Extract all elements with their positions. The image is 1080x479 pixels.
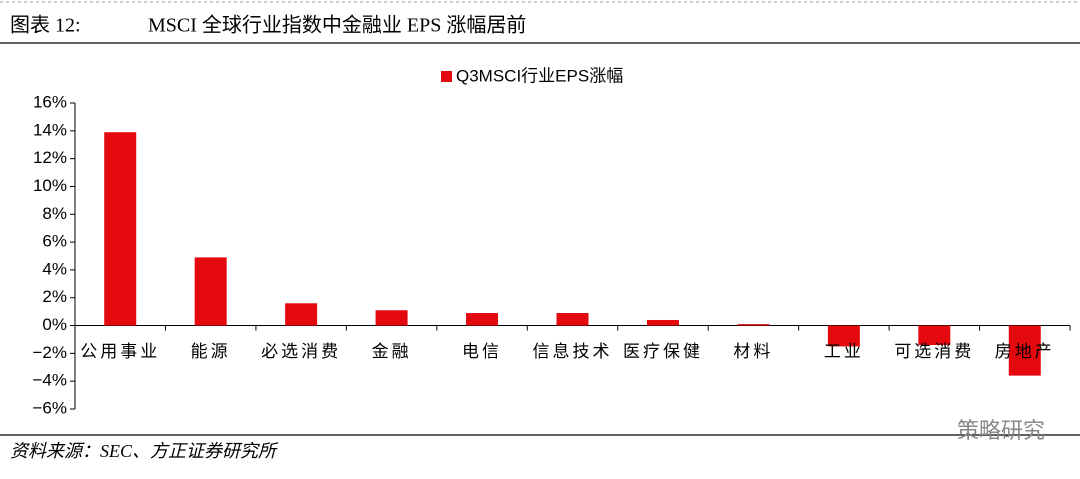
legend-label: Q3MSCI行业EPS涨幅 bbox=[456, 66, 623, 85]
y-tick-label: 2% bbox=[42, 287, 67, 306]
x-tick-label: 公用事业 bbox=[80, 342, 160, 361]
watermark: 策略研究 bbox=[957, 418, 1045, 443]
bar bbox=[827, 325, 860, 347]
y-tick-label: −4% bbox=[33, 371, 68, 390]
y-tick-label: 12% bbox=[33, 148, 67, 167]
x-tick-label: 能源 bbox=[191, 342, 231, 361]
x-tick-label: 工业 bbox=[824, 342, 864, 361]
y-tick-label: 10% bbox=[33, 176, 67, 195]
bar bbox=[104, 132, 137, 326]
bar bbox=[1008, 325, 1041, 376]
bar bbox=[466, 313, 499, 326]
y-tick-label: 8% bbox=[42, 204, 67, 223]
y-tick-label: 14% bbox=[33, 120, 67, 139]
y-tick-label: −2% bbox=[33, 343, 68, 362]
bar bbox=[918, 325, 951, 346]
x-tick-label: 电信 bbox=[462, 342, 502, 361]
bar bbox=[646, 319, 679, 326]
y-tick-label: 4% bbox=[42, 259, 67, 278]
figure-label: 图表 12: bbox=[10, 14, 81, 37]
x-tick-label: 医疗保健 bbox=[623, 342, 703, 361]
x-tick-label: 金融 bbox=[372, 342, 412, 361]
x-tick-label: 必选消费 bbox=[261, 342, 341, 361]
y-tick-label: 0% bbox=[42, 315, 67, 334]
bar bbox=[556, 313, 589, 326]
x-tick-label: 信息技术 bbox=[533, 342, 613, 361]
legend-swatch bbox=[441, 71, 452, 82]
chart-title: MSCI 全球行业指数中金融业 EPS 涨幅居前 bbox=[148, 14, 526, 37]
x-tick-label: 可选消费 bbox=[894, 342, 974, 361]
bar bbox=[737, 324, 770, 326]
y-tick-label: 16% bbox=[33, 92, 67, 111]
y-tick-label: 6% bbox=[42, 232, 67, 251]
y-tick-label: −6% bbox=[33, 398, 68, 417]
bar bbox=[285, 303, 318, 326]
x-tick-label: 房地产 bbox=[995, 342, 1055, 361]
source-note: 资料来源：SEC、方正证券研究所 bbox=[10, 441, 279, 461]
bar bbox=[375, 310, 408, 326]
bar bbox=[194, 257, 227, 326]
x-tick-label: 材料 bbox=[733, 342, 773, 361]
